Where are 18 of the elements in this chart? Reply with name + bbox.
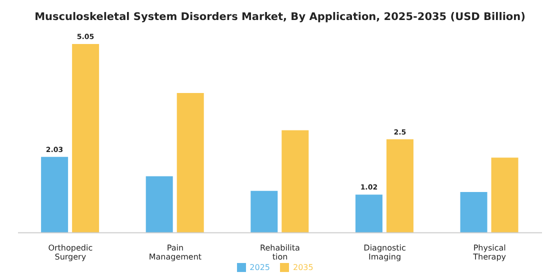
bar <box>460 192 488 233</box>
bar <box>250 190 278 233</box>
bar <box>386 139 414 233</box>
chart-title: Musculoskeletal System Disorders Market, By Application, 2025-2035 (USD Billion) <box>34 10 526 25</box>
bar <box>72 44 100 233</box>
x-tick-label: Rehabilita tion <box>260 244 300 262</box>
legend-label: 2035 <box>293 262 314 272</box>
bar <box>176 92 204 233</box>
x-tick-label: Diagnostic Imaging <box>364 244 406 262</box>
legend-label: 2025 <box>250 262 270 272</box>
bar <box>282 130 309 233</box>
bar <box>355 194 382 233</box>
bar <box>146 176 173 233</box>
x-tick-label: Orthopedic Surgery <box>48 244 93 262</box>
x-tick-label: Physical Therapy <box>472 244 506 262</box>
bar <box>41 156 68 233</box>
bar <box>491 158 518 233</box>
x-tick-label: Pain Management <box>148 244 202 262</box>
